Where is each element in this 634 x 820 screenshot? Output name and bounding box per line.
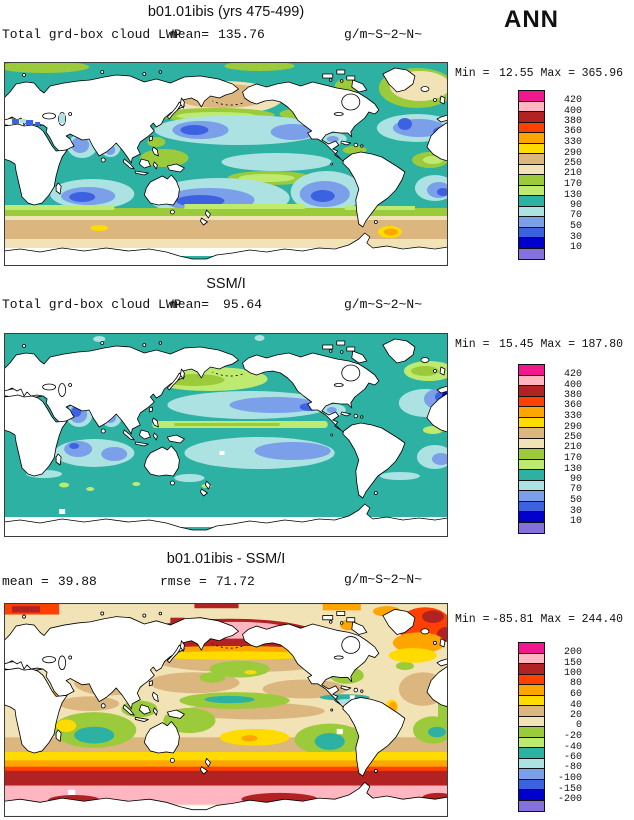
colorbar-tick-label: 10	[569, 242, 582, 253]
panel2-units-label: g/m~S~2~N~	[344, 297, 423, 312]
mean-label: mean =	[2, 574, 49, 589]
colorbar-tick-label: 50	[569, 495, 582, 506]
panel3-minmax: Min = -85.81 Max = 244.40	[455, 613, 623, 626]
colorbar-model: 420 400 380 360 330 290 250 210 170 130 …	[518, 90, 582, 260]
map-frame	[4, 62, 448, 266]
colorbar-tick-label: 380	[563, 116, 582, 127]
panel2-mean-stat: mean= 95.64	[170, 297, 262, 312]
colorbar-tick-label: 0	[575, 720, 582, 731]
map-frame	[4, 603, 448, 817]
colorbar-tick-label: 50	[569, 221, 582, 232]
panel3-mean-stat: mean = 39.88	[2, 574, 97, 589]
panel1-variable-label: Total grd-box cloud LWP	[2, 27, 182, 42]
map-frame	[4, 333, 448, 537]
min-value: 15.45	[499, 338, 534, 351]
colorbar-tick-label: 210	[563, 442, 582, 453]
colorbar-tick-label: 250	[563, 158, 582, 169]
map-model	[4, 62, 448, 266]
mean-label: mean=	[170, 27, 210, 42]
colorbar-tick-label: 90	[569, 200, 582, 211]
colorbar-tick-label: 10	[569, 516, 582, 527]
mean-value: 135.76	[218, 27, 265, 42]
colorbar-tick-label: 70	[569, 210, 582, 221]
colorbar-tick-label: 90	[569, 474, 582, 485]
min-label: Min =	[455, 338, 490, 351]
panel1-mean-stat: mean= 135.76	[170, 27, 265, 42]
colorbar-tick-label: 380	[563, 390, 582, 401]
colorbar-tick-label: 420	[563, 95, 582, 106]
rmse-value: 71.72	[215, 574, 255, 589]
colorbar-tick-label: -80	[563, 762, 582, 773]
panel2-minmax: Min = 15.45 Max = 187.80	[455, 338, 623, 351]
max-label: Max =	[540, 613, 576, 626]
panel2-title: SSM/I	[206, 276, 246, 292]
colorbar-tick-label: -100	[557, 773, 582, 784]
panel1-minmax: Min = 12.55 Max = 365.96	[455, 67, 623, 80]
colorbar-tick-label: 170	[563, 453, 582, 464]
colorbar-tick-label: 400	[563, 380, 582, 391]
colorbar-tick-label: 130	[563, 190, 582, 201]
colorbar-tick-label: 250	[563, 432, 582, 443]
colorbar-tick-labels: 200 150 100 80 60 40 20 0 -20 -40 -60 -8…	[548, 642, 582, 812]
inland-sea-cells-model	[12, 114, 66, 126]
colorbar-tick-labels: 420 400 380 360 330 290 250 210 170 130 …	[548, 364, 582, 534]
colorbar-gradient	[518, 364, 545, 534]
panel2-variable-label: Total grd-box cloud LWP	[2, 297, 182, 312]
colorbar-tick-label: 20	[569, 710, 582, 721]
colorbar-tick-label: 80	[569, 678, 582, 689]
colorbar-difference: 200 150 100 80 60 40 20 0 -20 -40 -60 -8…	[518, 642, 582, 812]
colorbar-tick-label: 30	[569, 506, 582, 517]
colorbar-gradient	[518, 90, 545, 260]
max-value: 187.80	[581, 338, 624, 351]
mean-value: 95.64	[223, 297, 263, 312]
colorbar-tick-label: 360	[563, 400, 582, 411]
colorbar-tick-label: 70	[569, 484, 582, 495]
panel1-title: b01.01ibis (yrs 475-499)	[147, 4, 305, 20]
colorbar-tick-label: 330	[563, 411, 582, 422]
colorbar-tick-label: 420	[563, 369, 582, 380]
colorbar-tick-label: 330	[563, 137, 582, 148]
panel1-units-label: g/m~S~2~N~	[344, 27, 423, 42]
colorbar-tick-label: 130	[563, 464, 582, 475]
colorbar-tick-label: 170	[563, 179, 582, 190]
colorbar-tick-labels: 420 400 380 360 330 290 250 210 170 130 …	[548, 90, 582, 260]
colorbar-tick-label: -20	[563, 731, 582, 742]
colorbar-tick-label: 290	[563, 148, 582, 159]
mean-value: 39.88	[57, 574, 97, 589]
map-obs	[4, 333, 448, 537]
max-value: 365.96	[581, 67, 624, 80]
colorbar-obs: 420 400 380 360 330 290 250 210 170 130 …	[518, 364, 582, 534]
min-label: Min =	[455, 613, 490, 626]
min-value: 12.55	[499, 67, 534, 80]
panel3-units-label: g/m~S~2~N~	[344, 572, 423, 587]
mean-label: mean=	[170, 297, 210, 312]
max-label: Max =	[540, 338, 576, 351]
colorbar-gradient	[518, 642, 545, 812]
colorbar-tick-label: -40	[563, 742, 582, 753]
colorbar-tick-label: -150	[557, 784, 582, 795]
max-label: Max =	[540, 67, 576, 80]
colorbar-tick-label: 60	[569, 689, 582, 700]
colorbar-tick-label: -60	[563, 752, 582, 763]
colorbar-tick-label: 30	[569, 232, 582, 243]
colorbar-tick-label: 360	[563, 126, 582, 137]
rmse-label: rmse =	[160, 574, 207, 589]
colorbar-tick-label: 200	[563, 647, 582, 658]
colorbar-tick-label: 100	[563, 668, 582, 679]
colorbar-tick-label: 400	[563, 106, 582, 117]
panel3-rmse-stat: rmse = 71.72	[160, 574, 255, 589]
colorbar-tick-label: 290	[563, 422, 582, 433]
panel3-title: b01.01ibis - SSM/I	[166, 551, 286, 567]
colorbar-tick-label: -200	[557, 794, 582, 805]
colorbar-tick-label: 150	[563, 658, 582, 669]
max-value: 244.40	[581, 613, 624, 626]
season-label: ANN	[504, 6, 559, 33]
colorbar-tick-label: 40	[569, 700, 582, 711]
min-label: Min =	[455, 67, 490, 80]
colorbar-tick-label: 210	[563, 168, 582, 179]
map-difference	[4, 603, 448, 817]
min-value: -85.81	[492, 613, 534, 626]
